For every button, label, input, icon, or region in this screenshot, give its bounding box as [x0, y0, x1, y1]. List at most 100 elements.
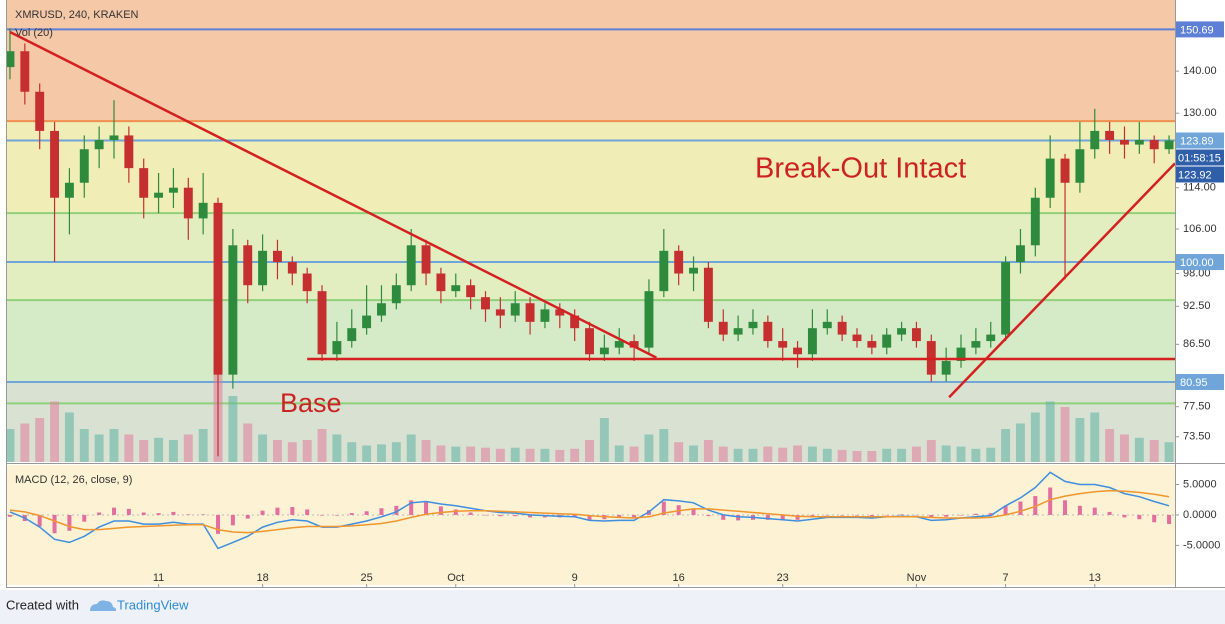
- candle-body: [689, 267, 698, 274]
- volume-bar: [302, 440, 312, 462]
- candle-body: [778, 341, 788, 348]
- candle-body: [807, 328, 817, 355]
- volume-bar: [510, 447, 520, 462]
- candle-body: [109, 135, 119, 140]
- volume-bar: [644, 434, 654, 462]
- histogram-bar: [498, 514, 503, 517]
- y-tick-label: 0.0000: [1183, 509, 1217, 521]
- candle-body: [911, 328, 921, 342]
- candle-body: [733, 328, 743, 335]
- y-tick-label: 73.50: [1183, 431, 1211, 443]
- macd-pane: [7, 471, 1175, 550]
- candle-body: [525, 303, 535, 322]
- volume-bar: [525, 448, 535, 462]
- price-badge-extra: [1176, 149, 1224, 166]
- histogram-bar: [513, 514, 518, 517]
- x-tick-label: 11: [153, 572, 164, 584]
- volume-bar: [748, 448, 758, 462]
- candle-body: [540, 309, 550, 322]
- volume-bar: [391, 442, 401, 462]
- candle-body: [941, 360, 951, 375]
- volume-bar: [258, 434, 268, 462]
- candle-body: [287, 262, 297, 274]
- volume-bar: [807, 446, 817, 462]
- candle-body: [451, 285, 461, 292]
- histogram-bar: [37, 514, 42, 527]
- trend-line: [9, 30, 657, 359]
- y-tick-label: 106.00: [1183, 223, 1217, 235]
- histogram-bar: [795, 514, 800, 520]
- histogram-bar: [884, 514, 889, 516]
- volume-bar: [451, 446, 461, 462]
- histogram-bar: [349, 513, 354, 515]
- volume-bar: [629, 446, 639, 462]
- histogram-bar: [245, 514, 250, 519]
- volume-bar: [481, 447, 490, 462]
- candle-body: [585, 328, 594, 355]
- candle-body: [1105, 130, 1115, 140]
- volume-bar: [35, 418, 45, 462]
- volume-bar: [1105, 429, 1115, 462]
- candle-body: [124, 135, 134, 169]
- volume-bar: [1134, 437, 1144, 462]
- candle-body: [20, 51, 30, 92]
- histogram-bar: [275, 507, 280, 515]
- histogram-bar: [587, 514, 592, 520]
- volume-title: Vol (20): [15, 27, 53, 39]
- x-tick-label: 16: [673, 572, 685, 584]
- x-tick-label: Oct: [447, 572, 464, 584]
- histogram-bar: [632, 514, 637, 518]
- candle-body: [495, 309, 505, 316]
- candle-body: [466, 285, 476, 298]
- histogram-bar: [736, 514, 741, 521]
- price-badge-label: 123.89: [1180, 135, 1214, 147]
- volume-bar: [243, 423, 253, 462]
- price-badge: [1176, 373, 1224, 390]
- tradingview-logo[interactable]: [90, 600, 117, 611]
- volume-bar: [1001, 429, 1011, 462]
- price-badge-label: 100.00: [1180, 257, 1214, 269]
- price-badge-label: 150.69: [1180, 24, 1214, 36]
- chart-title: XMRUSD, 240, KRAKEN: [15, 9, 139, 21]
- candle-body: [570, 315, 580, 329]
- volume-bar: [793, 445, 803, 462]
- histogram-bar: [305, 509, 310, 515]
- candle-body: [1060, 158, 1070, 183]
- candle-body: [971, 341, 981, 348]
- price-badge: [1176, 132, 1224, 149]
- y-tick-label: 130.00: [1183, 107, 1217, 119]
- signal-line: [9, 489, 1170, 534]
- histogram-bar: [1137, 514, 1142, 520]
- candle-body: [703, 267, 713, 322]
- histogram-bar: [899, 514, 904, 515]
- candle-body: [406, 245, 416, 286]
- histogram-bar: [617, 514, 622, 518]
- candle-body: [228, 245, 238, 375]
- histogram-bar: [52, 514, 57, 534]
- volume-bar: [436, 445, 446, 462]
- x-tick-label: Nov: [907, 572, 927, 584]
- volume-bar: [495, 448, 505, 462]
- volume-bar: [64, 412, 74, 462]
- footer-brand[interactable]: TradingView: [117, 597, 189, 612]
- x-tick-label: 25: [360, 572, 372, 584]
- volume-bar: [272, 440, 282, 462]
- x-tick-label: 18: [256, 572, 268, 584]
- x-tick-label: 13: [1089, 572, 1101, 584]
- volume-bar: [837, 449, 847, 462]
- volume-bar: [124, 434, 134, 462]
- candle-body: [852, 334, 862, 342]
- volume-bar: [763, 446, 773, 462]
- histogram-bar: [379, 508, 384, 515]
- histogram-bar: [1107, 511, 1112, 515]
- candle-body: [332, 341, 342, 355]
- histogram-bar: [216, 514, 221, 534]
- histogram-bar: [453, 509, 458, 515]
- candle-body: [555, 309, 565, 316]
- histogram-bar: [1077, 505, 1082, 515]
- volume-bar: [555, 449, 565, 462]
- histogram-bar: [959, 514, 964, 516]
- candle-body: [1149, 139, 1159, 150]
- histogram-bar: [186, 514, 191, 515]
- volume-bar: [1060, 407, 1070, 462]
